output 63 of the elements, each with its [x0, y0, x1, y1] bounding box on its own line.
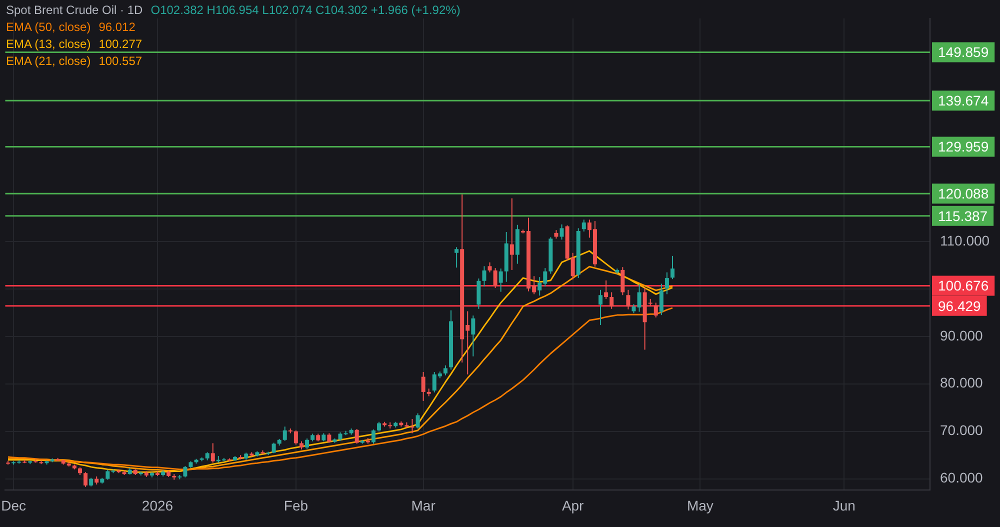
ref-line-label: 139.674: [938, 92, 989, 108]
x-tick-label: Mar: [411, 497, 436, 514]
candlestick: [354, 428, 359, 444]
x-tick-label: May: [686, 497, 714, 514]
candlestick: [377, 421, 382, 432]
candlestick: [659, 283, 664, 316]
candlestick: [476, 278, 481, 310]
text: EMA (50, close): [6, 19, 91, 36]
candlestick: [294, 430, 298, 446]
ref-line-label: 129.959: [938, 138, 989, 155]
annotation: 100.277: [98, 36, 142, 53]
ref-line-label: 115.387: [938, 208, 988, 224]
annotation: 100.557: [98, 53, 142, 70]
candlestick: [210, 442, 215, 464]
candlestick: [416, 412, 420, 429]
ref-line-label: 96.429: [938, 298, 982, 314]
x-tick-label: Apr: [562, 497, 584, 514]
candlestick: [582, 219, 586, 232]
candlestick: [272, 442, 276, 454]
candlestick: [632, 304, 636, 314]
candlestick: [327, 432, 332, 444]
candlestick: [84, 472, 88, 488]
candlestick: [498, 268, 503, 292]
candlestick: [282, 426, 287, 442]
candlestick: [637, 284, 642, 312]
x-tick-label: Feb: [284, 497, 308, 514]
candlestick: [443, 364, 448, 376]
candlestick: [471, 315, 476, 357]
candlestick: [670, 255, 675, 280]
x-tick-label: Dec: [1, 497, 26, 514]
y-tick-label: 90.000: [940, 327, 984, 344]
candlestick: [610, 292, 614, 310]
candlestick: [598, 289, 603, 326]
candlestick: [510, 198, 514, 270]
y-tick-label: 70.000: [940, 422, 984, 438]
candlestick: [626, 289, 630, 310]
ref-line-label: 120.088: [938, 185, 989, 202]
y-tick-label: 110.000: [940, 232, 990, 248]
candlestick: [560, 224, 564, 240]
candlestick: [410, 418, 414, 434]
candlestick: [604, 280, 608, 300]
text: EMA (21, close): [6, 53, 91, 70]
annotation: 96.012: [98, 19, 136, 36]
x-tick-label: Jun: [832, 497, 856, 514]
text: O102.382 H106.954 L102.074 C104.302 +1.966 (+1.92%): [150, 3, 460, 17]
x-tick-label: 2026: [142, 497, 174, 514]
candlestick: [421, 372, 426, 402]
ref-line-label: 149.859: [938, 44, 989, 60]
candlestick: [454, 246, 459, 268]
chart-title: Spot Brent Crude Oil · 1D: [6, 3, 143, 17]
ref-line-label: 100.676: [938, 278, 989, 294]
y-tick-label: 80.000: [940, 374, 984, 391]
candlestick: [488, 262, 492, 273]
candlestick: [664, 272, 669, 295]
candlestick: [371, 428, 376, 444]
candlestick: [620, 266, 625, 296]
candlestick: [305, 438, 310, 450]
candlestick: [654, 302, 658, 318]
y-tick-label: 60.000: [940, 470, 984, 486]
text: EMA (13, close): [6, 36, 91, 53]
candlestick: [482, 266, 486, 288]
candlestick: [183, 465, 188, 478]
candlestick: [493, 268, 498, 288]
